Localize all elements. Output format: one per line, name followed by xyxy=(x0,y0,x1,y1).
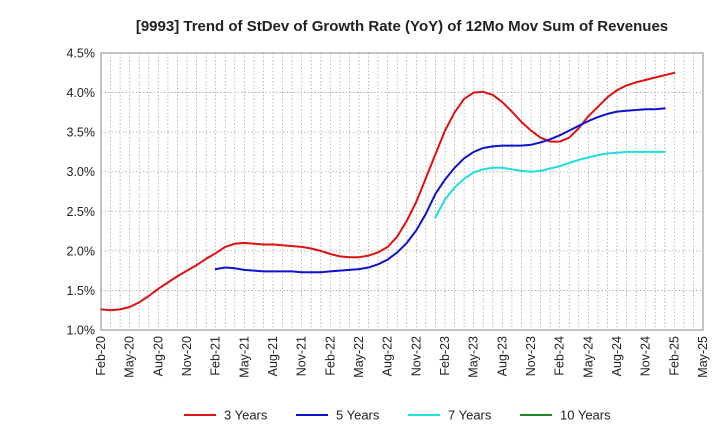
x-tick-label: May-23 xyxy=(467,336,481,378)
legend-label: 7 Years xyxy=(448,408,492,423)
y-tick-label: 4.5% xyxy=(67,47,96,61)
legend-label: 10 Years xyxy=(560,408,611,423)
legend-label: 5 Years xyxy=(336,408,380,423)
series-line-5-years xyxy=(214,107,666,274)
x-tick-label: Feb-25 xyxy=(667,336,681,376)
x-tick-label: May-25 xyxy=(696,336,710,378)
x-tick-label: Aug-23 xyxy=(495,336,509,376)
x-tick-label: May-24 xyxy=(581,336,595,378)
chart-title: [9993] Trend of StDev of Growth Rate (Yo… xyxy=(136,18,668,35)
x-tick-label: May-20 xyxy=(123,336,137,378)
x-tick-label: Feb-22 xyxy=(323,336,337,376)
y-axis-ticks: 1.0% 1.5% 2.0% 2.5% 3.0% 3.5% 4.0% 4.5% xyxy=(67,47,96,338)
series-lines xyxy=(100,71,676,312)
x-tick-label: Aug-24 xyxy=(610,336,624,376)
y-tick-label: 3.5% xyxy=(67,126,96,140)
x-tick-label: Nov-24 xyxy=(639,336,653,376)
y-tick-label: 1.5% xyxy=(67,284,96,298)
x-tick-label: May-21 xyxy=(237,336,251,378)
x-tick-label: Nov-22 xyxy=(409,336,423,376)
y-tick-label: 1.0% xyxy=(67,324,96,338)
y-tick-label: 3.0% xyxy=(67,165,96,179)
x-tick-label: May-22 xyxy=(352,336,366,378)
y-tick-label: 2.0% xyxy=(67,244,96,258)
x-tick-label: Nov-20 xyxy=(180,336,194,376)
x-axis-ticks: Feb-20 May-20 Aug-20 Nov-20 Feb-21 May-21 Aug-… xyxy=(94,336,710,378)
plot-frame xyxy=(100,52,704,331)
x-tick-label: Aug-20 xyxy=(151,336,165,376)
x-tick-label: Aug-22 xyxy=(381,336,395,376)
x-tick-label: Feb-24 xyxy=(553,336,567,376)
y-tick-label: 2.5% xyxy=(67,205,96,219)
x-tick-label: Nov-23 xyxy=(524,336,538,376)
series-line-3-years xyxy=(100,71,676,312)
legend-label: 3 Years xyxy=(224,408,268,423)
legend: 3 Years 5 Years 7 Years 10 Years xyxy=(184,408,611,423)
y-tick-label: 4.0% xyxy=(67,86,96,100)
x-tick-label: Feb-21 xyxy=(209,336,223,376)
series-line-7-years xyxy=(434,150,666,219)
x-tick-label: Aug-21 xyxy=(266,336,280,376)
x-tick-label: Feb-20 xyxy=(94,336,108,376)
x-tick-label: Nov-21 xyxy=(295,336,309,376)
x-tick-label: Feb-23 xyxy=(438,336,452,376)
